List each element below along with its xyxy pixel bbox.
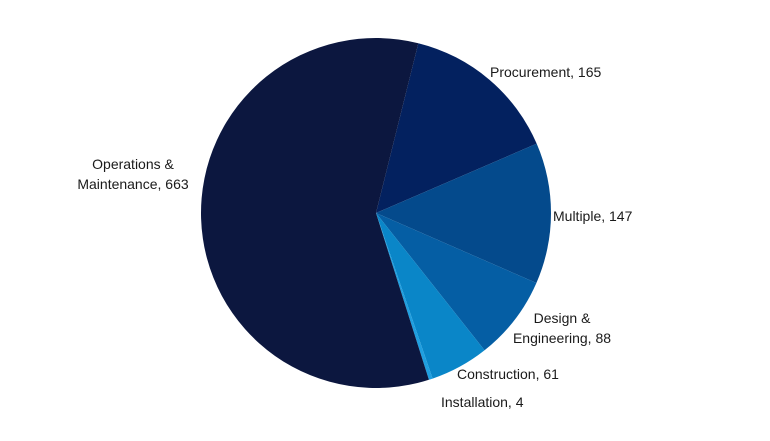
slice-label: Operations & Maintenance, 663 [77,156,189,192]
slice-label: Construction, 61 [457,366,559,382]
slice-label: Design & Engineering, 88 [512,310,612,346]
pie-slice [200,37,429,388]
pie-slice [376,143,551,283]
slice-label: Multiple, 147 [553,208,633,224]
pie-slice [376,213,433,380]
pie-slice [376,43,537,214]
slice-label: Procurement, 165 [490,64,602,80]
pie-slice [376,213,537,351]
pie-slice [376,213,485,379]
slice-label: Installation, 4 [441,394,524,410]
